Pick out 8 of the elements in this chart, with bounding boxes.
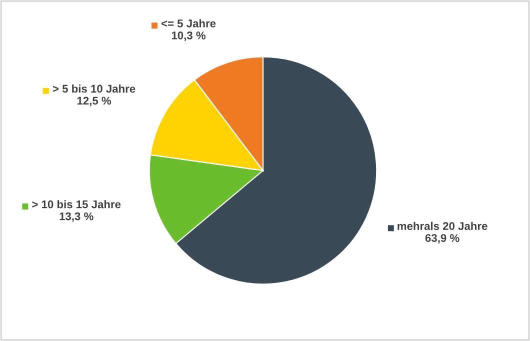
data-label: 13,3 % (60, 212, 94, 222)
data-label: 10,3 % (172, 32, 206, 41)
data-label: 12,5 % (77, 96, 112, 106)
legend-label: mehrals 20 Jahre (398, 222, 488, 230)
legend-label: <= 5 Jahre (162, 19, 216, 28)
legend-label: > 10 bis 15 Jahre (32, 200, 121, 208)
legend-label: > 5 bis 10 Jahre (52, 84, 136, 93)
data-label: 63,9 % (425, 234, 460, 244)
